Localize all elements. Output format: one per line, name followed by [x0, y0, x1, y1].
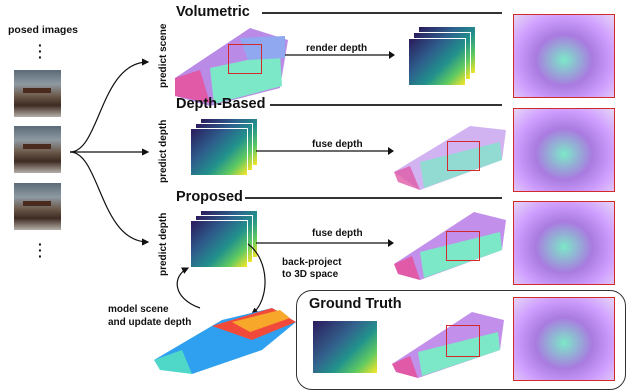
rendered-depth-1 [408, 38, 466, 86]
posed-image-3 [14, 183, 61, 230]
ground-truth-title: Ground Truth [309, 296, 402, 312]
volumetric-zoom [513, 14, 615, 98]
posed-images-label: posed images [8, 24, 79, 36]
ground-truth-highlight [446, 325, 480, 357]
volumetric-highlight [228, 44, 262, 74]
backprojected-pointcloud [154, 308, 296, 374]
posed-image-2 [14, 126, 61, 173]
ellipsis-top: · · · [38, 37, 43, 65]
proposed-zoom [513, 201, 615, 285]
proposed-title: Proposed [176, 189, 243, 205]
predict-scene-label: predict scene [158, 23, 169, 88]
backproject-label-2: to 3D space [282, 269, 339, 280]
loop-label-1: model scene [108, 304, 169, 315]
ground-truth-depth-map [313, 321, 377, 373]
volumetric-rule [262, 12, 502, 14]
render-depth-label: render depth [306, 43, 368, 54]
proposed-highlight [446, 231, 480, 261]
branch-arrows [70, 58, 150, 246]
predict-depth-label-1: predict depth [158, 119, 169, 183]
ellipsis-bottom: · · · [38, 236, 43, 264]
fuse-depth-label-2: fuse depth [312, 228, 363, 239]
depth-based-title: Depth-Based [176, 96, 266, 112]
backproject-label-1: back-project [282, 257, 342, 268]
depth-based-zoom [513, 108, 615, 192]
fuse-depth-arrow-2 [256, 239, 394, 247]
depth-based-highlight [447, 141, 480, 171]
fuse-depth-arrow-1 [256, 147, 394, 155]
volumetric-scene-mesh [175, 28, 288, 106]
proposed-map-1 [190, 220, 248, 268]
depth-based-map-1 [190, 128, 248, 176]
predict-depth-label-2: predict depth [158, 212, 169, 276]
proposed-reconstruction [394, 212, 506, 280]
ground-truth-panel [296, 290, 626, 390]
loop-label-2: and update depth [108, 317, 192, 328]
fuse-depth-label-1: fuse depth [312, 139, 363, 150]
backproject-loop-arrows [176, 243, 266, 315]
depth-based-reconstruction [394, 126, 506, 190]
depth-based-rule [270, 104, 502, 106]
render-depth-arrow [285, 51, 395, 59]
volumetric-title: Volumetric [176, 4, 250, 20]
ground-truth-zoom [513, 297, 615, 381]
proposed-rule [245, 197, 502, 199]
posed-image-1 [14, 70, 61, 117]
